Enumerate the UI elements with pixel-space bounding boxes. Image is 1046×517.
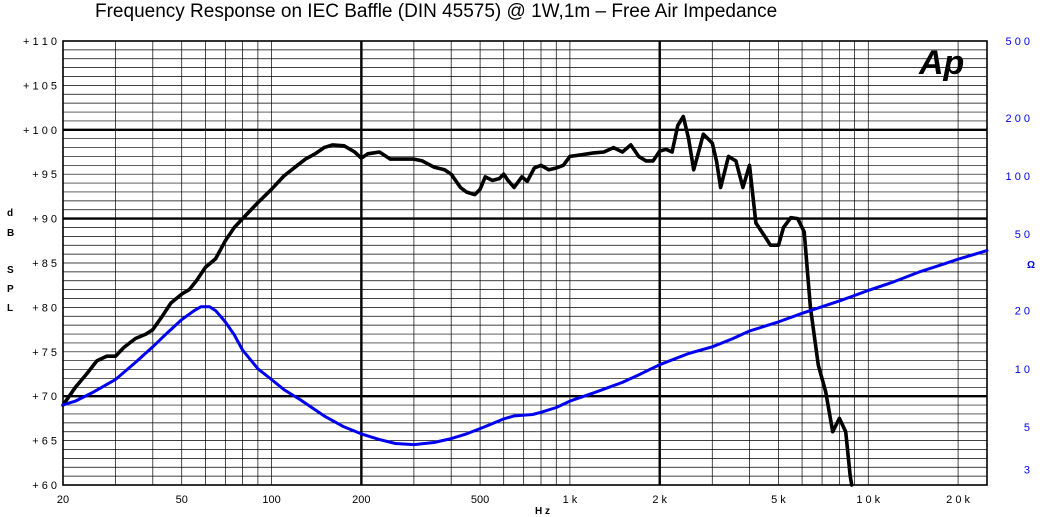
y-right-tick-label: 3 [1024, 465, 1030, 477]
x-tick-label: 500 [471, 494, 489, 506]
grid [62, 40, 988, 486]
y-left-tick-label: + 7 5 [32, 347, 57, 359]
x-tick-labels: 20 50 100 200 500 1 k 2 k 5 k 1 0 k 2 0 k [57, 494, 971, 506]
x-tick-label: 50 [176, 494, 188, 506]
y-right-tick-label: 5 [1024, 422, 1030, 434]
y-left-axis-label: dB SPL [7, 208, 14, 314]
x-tick-label: 1 0 k [856, 494, 880, 506]
x-tick-label: 100 [262, 494, 280, 506]
y-left-axis-label-letter: B [7, 228, 14, 239]
y-right-axis-label: Ω [1027, 260, 1035, 271]
series-group [61, 114, 989, 487]
y-left-axis-label-letter: P [7, 284, 14, 295]
x-tick-label: 2 k [652, 494, 667, 506]
x-tick-label: 2 0 k [946, 494, 970, 506]
y-right-tick-label: 2 0 0 [1006, 113, 1030, 125]
y-left-axis-label-letter: S [7, 265, 14, 276]
x-tick-label: 5 k [771, 494, 786, 506]
y-left-tick-label: + 8 0 [32, 302, 57, 314]
y-right-tick-label: 5 0 0 [1006, 36, 1030, 48]
y-right-tick-labels: 5 0 0 2 0 0 1 0 0 5 0 2 0 1 0 5 3 [1006, 36, 1030, 477]
y-left-tick-label: + 9 5 [32, 169, 57, 181]
y-left-tick-label: + 9 0 [32, 214, 57, 226]
plot-frame [62, 40, 988, 486]
x-axis-label: H z [535, 506, 550, 517]
y-left-tick-label: + 7 0 [32, 391, 57, 403]
y-left-tick-label: + 8 5 [32, 258, 57, 270]
y-right-tick-label: 2 0 [1015, 306, 1030, 318]
chart-title: Frequency Response on IEC Baffle (DIN 45… [95, 1, 777, 22]
impedance-curve [61, 249, 989, 447]
y-left-tick-label: + 6 5 [32, 436, 57, 448]
y-right-tick-label: 5 0 [1015, 229, 1030, 241]
y-left-tick-labels: + 1 1 0 + 1 0 5 + 1 0 0 + 9 5 + 9 0 + 8 5 + 8 … [23, 36, 57, 492]
y-left-tick-label: + 1 0 5 [23, 80, 57, 92]
y-left-tick-label: + 1 1 0 [23, 36, 57, 48]
x-tick-label: 20 [57, 494, 69, 506]
y-left-tick-label: + 1 0 0 [23, 125, 57, 137]
y-left-tick-label: + 6 0 [32, 480, 57, 492]
y-left-axis-label-letter: d [7, 208, 13, 219]
x-tick-label: 1 k [563, 494, 578, 506]
ap-logo: Ap [918, 44, 964, 82]
y-right-tick-label: 1 0 [1015, 364, 1030, 376]
y-right-tick-label: 1 0 0 [1006, 171, 1030, 183]
x-tick-label: 200 [352, 494, 370, 506]
y-left-axis-label-letter: L [7, 303, 13, 314]
spl-curve [61, 114, 854, 487]
